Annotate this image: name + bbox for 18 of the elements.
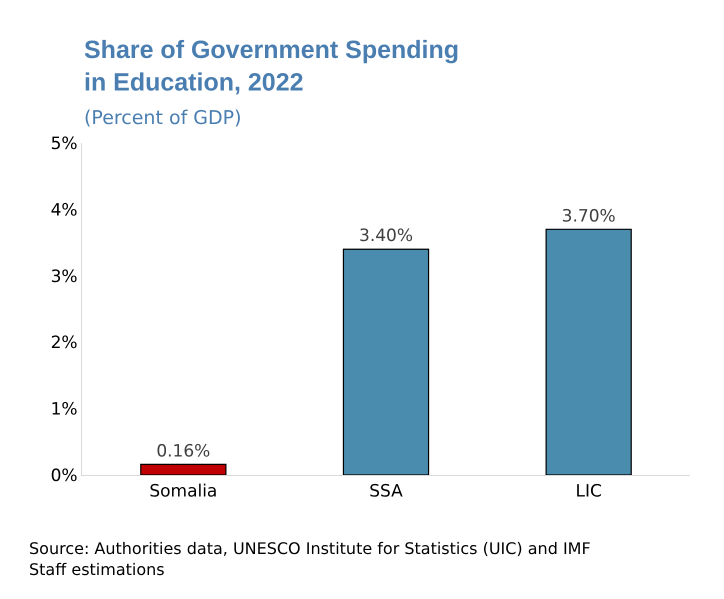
y-tick-label: 0%	[50, 466, 78, 486]
bar	[342, 248, 430, 475]
chart-title: Share of Government Spending in Education, 2022	[84, 36, 460, 96]
y-tick-label: 1%	[50, 400, 78, 420]
x-tick-label: LIC	[575, 481, 602, 502]
data-label: 3.70%	[562, 206, 616, 226]
data-label: 3.40%	[358, 226, 414, 246]
y-tick-label: 3%	[50, 266, 78, 287]
x-tick-label: SSA	[369, 481, 404, 502]
data-label: 0.16%	[156, 441, 210, 462]
bar	[546, 228, 632, 475]
y-tick-label: 5%	[50, 134, 78, 154]
x-tick-label: Somalia	[149, 481, 218, 502]
bar	[140, 464, 226, 475]
chart-subtitle: (Percent of GDP)	[84, 107, 242, 129]
y-tick-label: 4%	[50, 200, 78, 220]
source-note: Source: Authorities data, UNESCO Institute for Statistics (UIC) and IMF Staff estimations	[29, 539, 591, 579]
y-tick-label: 2%	[50, 333, 78, 354]
